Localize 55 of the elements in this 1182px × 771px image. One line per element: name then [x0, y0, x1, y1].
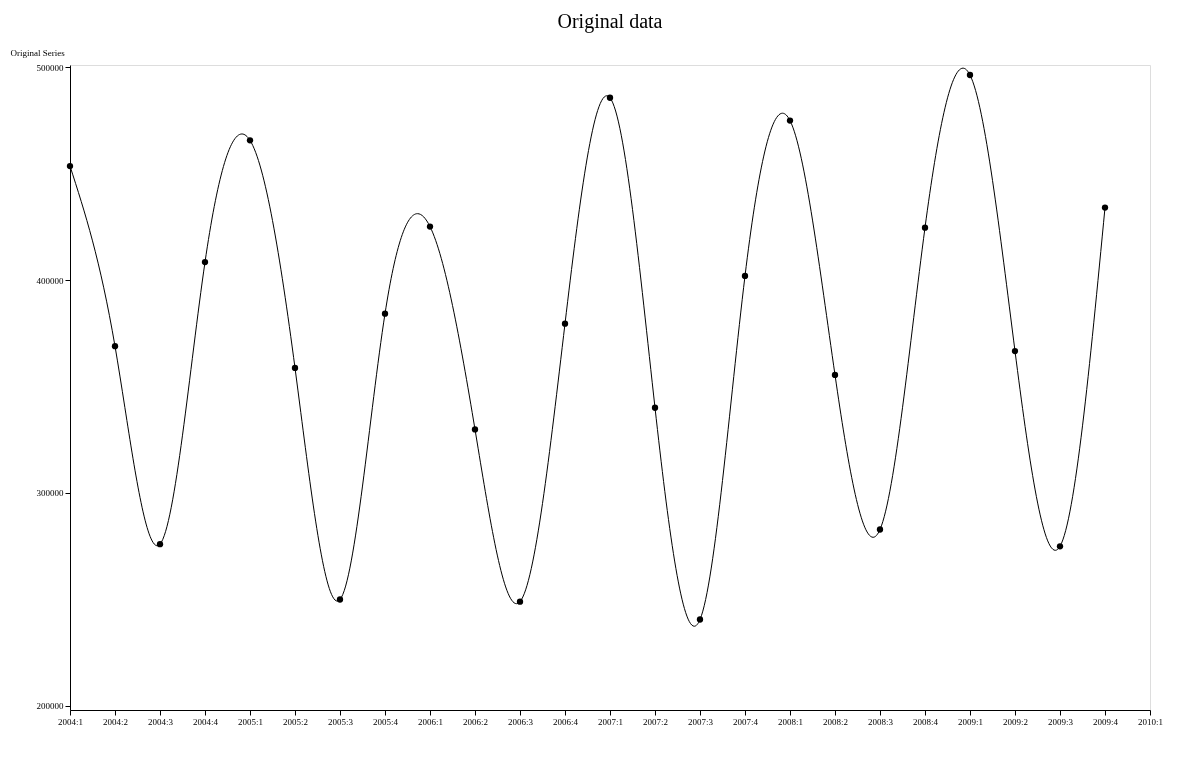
point — [201, 258, 209, 266]
x-tick-label: 2007:2 — [642, 716, 669, 727]
x-tick-label: 2004:1 — [57, 716, 84, 727]
point — [156, 541, 164, 548]
point — [426, 223, 434, 230]
point — [606, 94, 614, 101]
point — [921, 224, 929, 231]
x-tick-label: 2009:2 — [1002, 716, 1029, 727]
x-tick-label: 2009:3 — [1047, 716, 1074, 727]
x-tick-label: 2008:4 — [912, 716, 939, 727]
point — [1011, 347, 1019, 355]
x-tick-label: 2010:1 — [1137, 716, 1164, 727]
point — [381, 310, 389, 317]
point — [651, 404, 659, 411]
point — [966, 71, 974, 79]
x-tick-label: 2009:4 — [1092, 716, 1119, 727]
point — [831, 371, 839, 379]
point — [876, 526, 884, 533]
x-tick-label: 2006:3 — [507, 716, 534, 727]
x-tick-label: 2005:1 — [237, 716, 264, 727]
point — [786, 117, 794, 124]
x-tick-label: 2007:4 — [732, 716, 759, 727]
x-tick-label: 2006:4 — [552, 716, 579, 727]
x-tick-label: 2007:3 — [687, 716, 714, 727]
x-tick-label: 2007:1 — [597, 716, 624, 727]
y-tick-label: 200000 — [36, 701, 64, 712]
y-tick-label: 300000 — [36, 488, 64, 499]
x-tick-label: 2008:3 — [867, 716, 894, 727]
x-tick-label: 2006:2 — [462, 716, 489, 727]
point — [111, 343, 119, 350]
x-tick-label: 2004:3 — [147, 716, 174, 727]
point — [1056, 543, 1064, 550]
point — [336, 596, 344, 603]
y-tick-label: 500000 — [36, 62, 64, 73]
chart-title: Original data — [557, 10, 663, 33]
point — [291, 364, 299, 372]
y-axis-title: Original Series — [10, 47, 66, 58]
x-tick-label: 2005:2 — [282, 716, 309, 727]
point — [1101, 204, 1109, 211]
point — [696, 616, 704, 623]
x-tick-label: 2005:3 — [327, 716, 354, 727]
point — [471, 426, 479, 433]
point — [561, 320, 569, 327]
x-tick-label: 2009:1 — [957, 716, 984, 727]
x-tick-label: 2008:2 — [822, 716, 849, 727]
x-tick-label: 2005:4 — [372, 716, 399, 727]
x-tick-label: 2006:1 — [417, 716, 444, 727]
point — [741, 272, 749, 280]
point — [246, 137, 254, 144]
point — [66, 162, 74, 170]
x-tick-label: 2008:1 — [777, 716, 804, 727]
point — [516, 598, 524, 605]
y-tick-label: 400000 — [36, 275, 64, 286]
x-tick-label: 2004:2 — [102, 716, 129, 727]
x-tick-label: 2004:4 — [192, 716, 219, 727]
